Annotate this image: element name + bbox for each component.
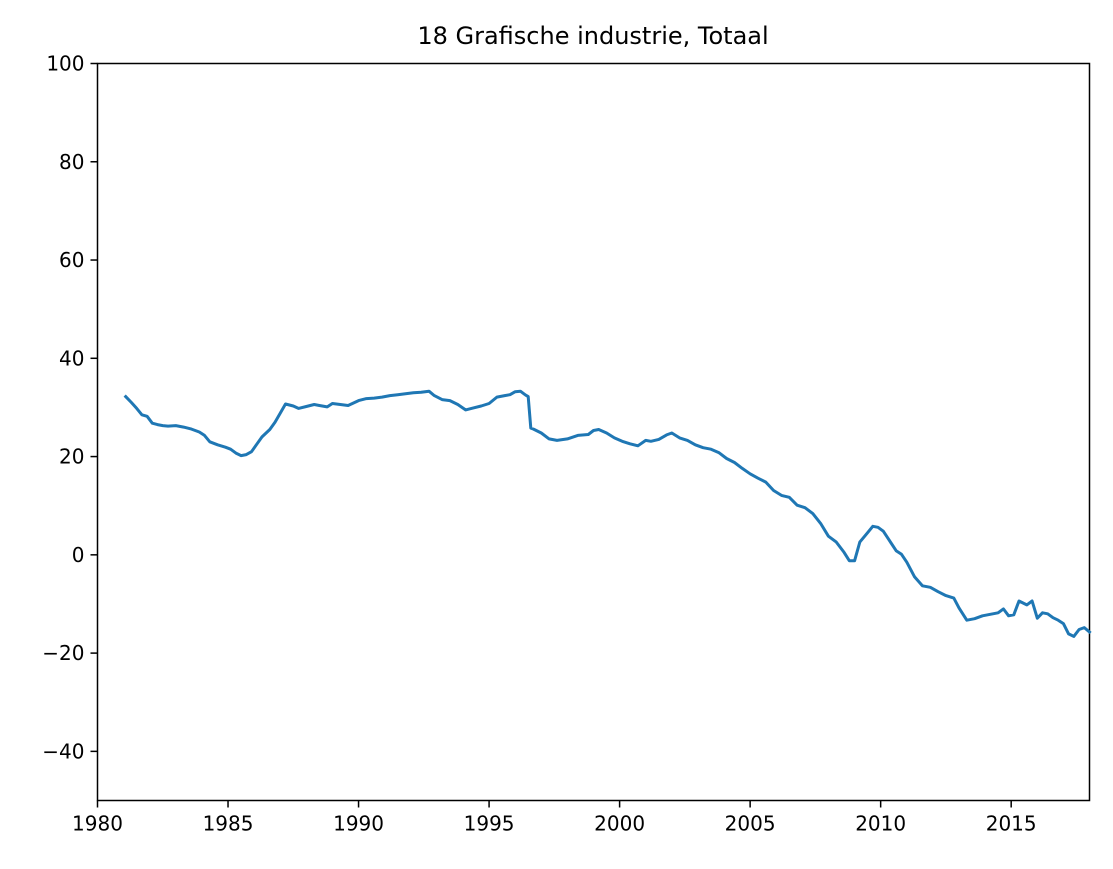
x-tick-label: 1995 bbox=[464, 812, 515, 836]
y-tick-label: 40 bbox=[59, 346, 84, 370]
x-tick-label: 1985 bbox=[203, 812, 254, 836]
plot-area: 1980 1985 1990 1995 2000 2005 2010 2015 100 80 60… bbox=[42, 52, 1092, 836]
y-tick-label: 0 bbox=[72, 543, 85, 567]
x-tick-label: 2010 bbox=[855, 812, 906, 836]
y-tick-label: 80 bbox=[59, 150, 84, 174]
y-tick-label: 20 bbox=[59, 445, 84, 469]
axes-frame bbox=[96, 62, 1091, 802]
x-tick-label: 2000 bbox=[594, 812, 645, 836]
y-axis: 100 80 60 40 20 0 −20 −40 bbox=[42, 52, 98, 763]
series-line bbox=[123, 389, 1092, 638]
x-axis: 1980 1985 1990 1995 2000 2005 2010 2015 bbox=[72, 800, 1037, 836]
y-tick-label: 60 bbox=[59, 248, 84, 272]
x-tick-label: 1990 bbox=[333, 812, 384, 836]
y-tick-label: −20 bbox=[42, 641, 84, 665]
y-tick-label: −40 bbox=[42, 739, 84, 763]
y-tick-label: 100 bbox=[46, 52, 84, 76]
x-tick-label: 2005 bbox=[725, 812, 776, 836]
x-tick-label: 1980 bbox=[72, 812, 123, 836]
chart-title: 18 Grafische industrie, Totaal bbox=[417, 22, 768, 50]
x-tick-label: 2015 bbox=[986, 812, 1037, 836]
